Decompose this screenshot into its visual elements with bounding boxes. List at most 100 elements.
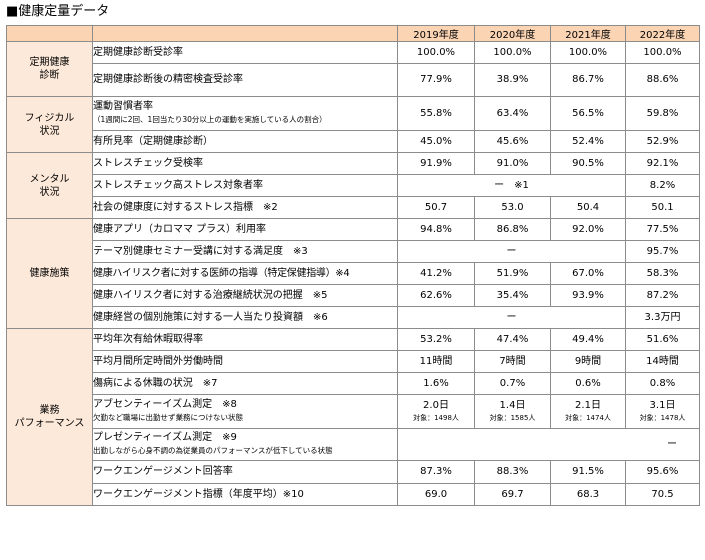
row-label-text: 社会の健康度に対するストレス指標 ※2 (93, 201, 278, 213)
table-row: テーマ別健康セミナー受講に対する満足度 ※3 ー 95.7% (7, 240, 700, 263)
value-cell: 70.5 (625, 483, 700, 506)
row-label-text: プレゼンティーイズム測定 ※9 (93, 432, 237, 443)
value-cell: 1.4日対象：1585人 (474, 394, 551, 429)
value-cell: 87.3% (397, 460, 475, 484)
value-cell: 3.3万円 (625, 306, 700, 329)
dash-cell: ー (397, 428, 700, 461)
row-label: ワークエンゲージメント回答率 (92, 460, 398, 484)
table-row: フィジカル 状況 運動習慣者率 （1週間に2回、1回当たり30分以上の運動を実施… (6, 96, 700, 153)
value-cell: 58.3% (625, 262, 700, 285)
row-label-text: 定期健康診断後の精密検査受診率 (93, 74, 244, 85)
value-cell: 51.6% (625, 328, 700, 351)
value-cell: 11時間 (397, 350, 475, 373)
row-label: 健康アプリ（カロママ プラス）利用率 (92, 218, 398, 241)
value-note: 対象：1474人 (565, 413, 611, 422)
value-cell: 91.0% (474, 152, 551, 175)
value-cell: 92.0% (550, 218, 626, 241)
table-row: 定期健康 診断 定期健康診断受診率 100.0% 100.0% 100.0% 1… (6, 41, 700, 97)
value-cell: 100.0% (625, 41, 700, 64)
dash-cell: ー ※1 (397, 174, 626, 197)
header-year-2020: 2020年度 (474, 25, 551, 42)
value-main: 2.0日 (423, 399, 449, 411)
category-teiki: 定期健康 診断 (6, 41, 93, 97)
value-cell: 59.8% (625, 96, 700, 131)
row-label: 健康経営の個別施策に対する一人当たり投資額 ※6 (92, 306, 398, 329)
row-label: 傷病による休職の状況 ※7 (92, 372, 398, 395)
page-title: ■健康定量データ (6, 4, 110, 19)
row-label-text: 有所見率（定期健康診断） (93, 135, 214, 147)
table-row: ワークエンゲージメント指標（年度平均）※10 69.0 69.7 68.3 70… (7, 483, 700, 506)
header-blank-label (92, 25, 398, 42)
value-cell: 95.6% (625, 460, 700, 484)
row-label: 有所見率（定期健康診断） (92, 130, 398, 153)
row-label: 健康ハイリスク者に対する治療継続状況の把握 ※5 (92, 284, 398, 307)
value-cell: 77.5% (625, 218, 700, 241)
value-main: 1.4日 (499, 399, 526, 411)
value-cell: 1.6% (397, 372, 475, 395)
row-label-text: 健康ハイリスク者に対する医師の指導（特定保健指導）※4 (93, 267, 350, 279)
dash-cell: ー (397, 240, 626, 263)
value-note: 対象：1498人 (413, 413, 459, 422)
value-cell: 3.1日 対象：1478人 (625, 394, 700, 429)
row-label-text: 健康経営の個別施策に対する一人当たり投資額 ※6 (93, 311, 328, 323)
row-label-text: 傷病による休職の状況 ※7 (93, 377, 218, 389)
row-label-text: 健康ハイリスク者に対する治療継続状況の把握 ※5 (93, 289, 328, 301)
value-cell: 35.4% (474, 284, 551, 307)
row-label-text: 健康アプリ（カロママ プラス）利用率 (93, 223, 266, 235)
table-row: 健康ハイリスク者に対する医師の指導（特定保健指導）※4 41.2% 51.9% … (7, 262, 700, 285)
row-label-text: ワークエンゲージメント回答率 (93, 466, 233, 477)
value-cell: 0.7% (474, 372, 551, 395)
table-row: 定期健康診断後の精密検査受診率 77.9% 38.9% 86.7% 88.6% (7, 63, 700, 97)
row-label: ワークエンゲージメント指標（年度平均）※10 (92, 483, 398, 506)
header-year-2019: 2019年度 (397, 25, 475, 42)
row-label: 運動習慣者率 （1週間に2回、1回当たり30分以上の運動を実施している人の割合） (92, 96, 398, 131)
table-row: ストレスチェック高ストレス対象者率 ー ※1 8.2% (7, 174, 700, 197)
row-label: 健康ハイリスク者に対する医師の指導（特定保健指導）※4 (92, 262, 398, 285)
row-label-text: ストレスチェック高ストレス対象者率 (93, 179, 264, 191)
table-row: 健康経営の個別施策に対する一人当たり投資額 ※6 ー 3.3万円 (7, 306, 700, 329)
value-cell: 86.8% (474, 218, 551, 241)
value-cell: 9時間 (550, 350, 626, 373)
row-label: 定期健康診断受診率 (92, 41, 398, 64)
value-cell: 8.2% (625, 174, 700, 197)
value-note: 対象：1585人 (489, 413, 536, 422)
value-cell: 41.2% (397, 262, 475, 285)
row-label-note: 出勤しながら心身不調の為従業員のパフォーマンスが低下している状態 (93, 446, 333, 455)
header-row: 2019年度 2020年度 2021年度 2022年度 (6, 25, 700, 42)
value-cell: 91.9% (397, 152, 475, 175)
value-cell: 77.9% (397, 63, 475, 97)
category-physical: フィジカル 状況 (6, 96, 93, 153)
header-year-2021: 2021年度 (550, 25, 626, 42)
table-row: 平均月間所定時間外労働時間 11時間 7時間 9時間 14時間 (7, 350, 700, 373)
value-cell: 45.0% (397, 130, 475, 153)
value-cell: 69.0 (397, 483, 475, 506)
value-cell: 92.1% (625, 152, 700, 175)
value-cell: 100.0% (397, 41, 475, 64)
table-row: 健康ハイリスク者に対する治療継続状況の把握 ※5 62.6% 35.4% 93.… (7, 284, 700, 307)
row-label-text: ワークエンゲージメント指標（年度平均）※10 (93, 488, 304, 500)
row-label-note: 欠勤など職場に出勤せず業務につけない状態 (93, 413, 244, 422)
category-shisaku: 健康施策 (6, 218, 93, 329)
value-cell: 63.4% (474, 96, 551, 131)
value-cell: 0.8% (625, 372, 700, 395)
value-cell: 62.6% (397, 284, 475, 307)
value-cell: 91.5% (550, 460, 626, 484)
category-mental: メンタル 状況 (6, 152, 93, 219)
health-data-table: 2019年度 2020年度 2021年度 2022年度 定期健康 診断 定期健康… (6, 25, 700, 506)
value-main: 2.1日 (575, 399, 601, 411)
value-note: 対象：1478人 (639, 413, 686, 422)
value-cell: 14時間 (625, 350, 700, 373)
row-label: 定期健康診断後の精密検査受診率 (92, 63, 398, 97)
value-cell: 67.0% (550, 262, 626, 285)
row-label-text: 定期健康診断受診率 (93, 46, 184, 58)
value-cell: 49.4% (550, 328, 626, 351)
row-label: テーマ別健康セミナー受講に対する満足度 ※3 (92, 240, 398, 263)
value-cell: 95.7% (625, 240, 700, 263)
table-row: 業務 パフォーマンス 平均年次有給休暇取得率 53.2% 47.4% 49.4%… (6, 328, 700, 506)
value-cell: 51.9% (474, 262, 551, 285)
value-cell: 69.7 (474, 483, 551, 506)
value-cell: 88.6% (625, 63, 700, 97)
value-cell: 87.2% (625, 284, 700, 307)
value-cell: 2.0日対象：1498人 (397, 394, 475, 429)
value-cell: 50.7 (397, 196, 475, 219)
